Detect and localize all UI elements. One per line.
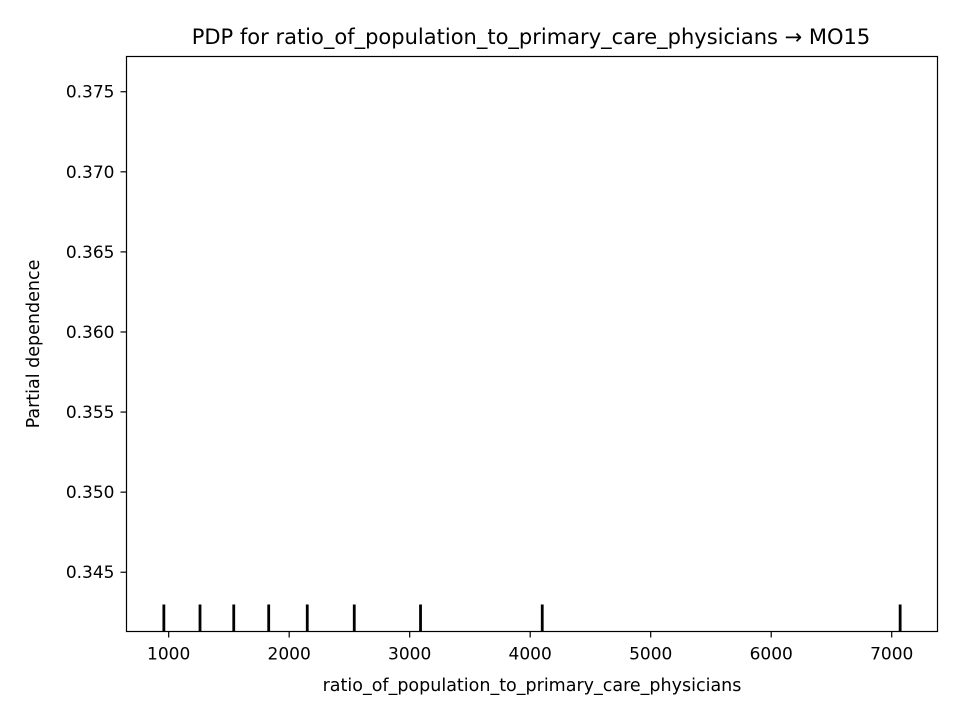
x-tick-label: 2000 bbox=[268, 645, 311, 665]
y-tick-label: 0.350 bbox=[66, 483, 115, 503]
y-axis-ticks: 0.345 0.350 0.355 0.360 0.365 0.370 0.375 bbox=[66, 83, 127, 583]
y-tick-label: 0.375 bbox=[66, 83, 115, 103]
y-tick-label: 0.365 bbox=[66, 243, 115, 263]
y-tick-label: 0.370 bbox=[66, 163, 115, 183]
plot-area-frame bbox=[125, 55, 939, 633]
x-tick-label: 6000 bbox=[750, 645, 793, 665]
chart-title: PDP for ratio_of_population_to_primary_c… bbox=[192, 25, 871, 50]
y-axis-label: Partial dependence bbox=[24, 260, 44, 429]
x-tick-label: 7000 bbox=[870, 645, 913, 665]
x-tick-label: 3000 bbox=[388, 645, 431, 665]
y-tick-label: 0.345 bbox=[66, 563, 115, 583]
x-tick-label: 4000 bbox=[509, 645, 552, 665]
y-tick-label: 0.360 bbox=[66, 323, 115, 343]
x-axis-label: ratio_of_population_to_primary_care_phys… bbox=[323, 676, 742, 696]
x-tick-label: 5000 bbox=[629, 645, 672, 665]
y-tick-label: 0.355 bbox=[66, 403, 115, 423]
x-axis-ticks: 1000 2000 3000 4000 5000 6000 7000 bbox=[147, 631, 913, 665]
x-tick-label: 1000 bbox=[147, 645, 190, 665]
decile-rug bbox=[162, 604, 902, 632]
